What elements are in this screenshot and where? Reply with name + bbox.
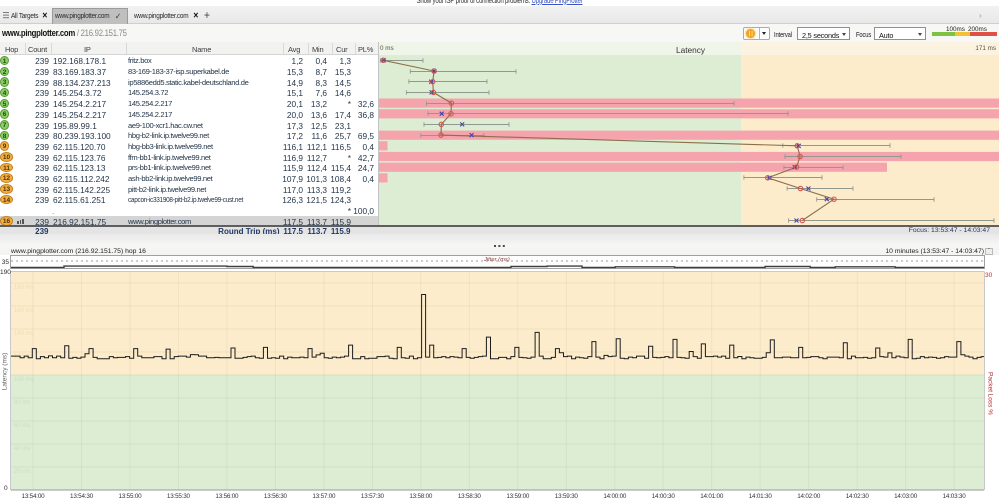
svg-text:100 ms: 100 ms bbox=[14, 377, 34, 383]
svg-text:160 ms: 160 ms bbox=[14, 308, 34, 314]
svg-text:Jitter (ms): Jitter (ms) bbox=[483, 257, 510, 263]
svg-text:20 ms: 20 ms bbox=[14, 469, 30, 475]
svg-text:180 ms: 180 ms bbox=[14, 285, 34, 291]
svg-text:140 ms: 140 ms bbox=[14, 331, 34, 337]
svg-text:80 ms: 80 ms bbox=[14, 400, 30, 406]
svg-text:40 ms: 40 ms bbox=[14, 446, 30, 452]
svg-text:60 ms: 60 ms bbox=[14, 423, 30, 429]
